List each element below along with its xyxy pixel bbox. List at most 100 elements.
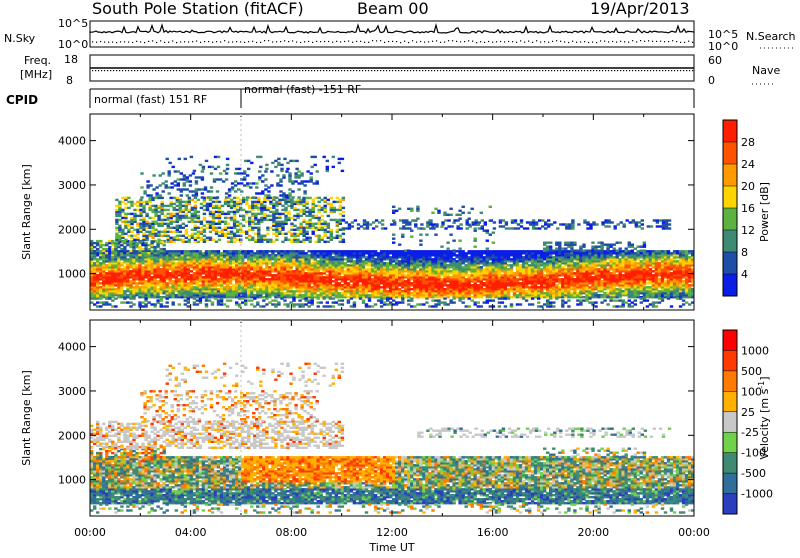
range-time-cell — [169, 250, 172, 252]
range-time-cell — [688, 250, 691, 252]
nave-point — [458, 70, 459, 71]
range-time-cell — [156, 288, 159, 290]
nave-point — [521, 70, 522, 71]
range-time-cell — [314, 250, 317, 252]
nsearch-point — [564, 41, 565, 42]
range-time-cell — [347, 296, 350, 298]
nave-point — [515, 70, 516, 71]
range-time-cell — [606, 268, 609, 270]
range-time-cell — [465, 278, 468, 280]
nave-point — [197, 70, 198, 71]
range-time-cell — [99, 256, 102, 258]
nsearch-point — [684, 42, 685, 43]
range-time-cell — [262, 268, 265, 270]
range-time-cell — [320, 272, 323, 274]
range-time-cell — [341, 276, 344, 278]
nave-point — [686, 70, 687, 71]
range-time-cell — [573, 272, 576, 274]
range-time-cell — [477, 284, 480, 286]
range-time-cell — [163, 305, 166, 307]
range-time-cell — [437, 250, 440, 252]
nsearch-point — [244, 42, 245, 43]
range-time-cell — [268, 266, 271, 268]
range-time-cell — [609, 272, 612, 274]
range-time-cell — [166, 301, 169, 303]
range-time-cell — [519, 250, 522, 252]
range-time-cell — [398, 260, 401, 262]
nave-point — [503, 70, 504, 71]
range-time-cell — [160, 303, 163, 305]
range-time-cell — [640, 260, 643, 262]
range-time-cell — [166, 305, 169, 307]
nsearch-point — [688, 41, 689, 42]
nsearch-point — [548, 42, 549, 43]
range-time-cell — [190, 270, 193, 272]
range-time-cell — [410, 288, 413, 290]
nsearch-point — [396, 41, 397, 42]
nave-point — [332, 70, 333, 71]
range-time-cell — [443, 250, 446, 252]
range-time-cell — [462, 250, 465, 252]
nsearch-point — [92, 41, 93, 42]
nave-point — [437, 70, 438, 71]
range-time-cell — [96, 305, 99, 307]
nsearch-point — [120, 41, 121, 42]
range-time-cell — [522, 250, 525, 252]
nsearch-point — [340, 41, 341, 42]
nave-point — [347, 70, 348, 71]
range-time-cell — [564, 268, 567, 270]
range-time-cell — [163, 296, 166, 298]
nave-point — [215, 70, 216, 71]
nave-point — [104, 70, 105, 71]
range-time-cell — [326, 274, 329, 276]
range-time-cell — [383, 250, 386, 252]
range-time-cell — [262, 296, 265, 298]
range-time-cell — [241, 250, 244, 252]
range-time-cell — [537, 250, 540, 252]
range-time-cell — [129, 305, 132, 307]
range-time-cell — [220, 252, 223, 254]
nave-point — [434, 70, 435, 71]
range-time-cell — [371, 250, 374, 252]
nsearch-point — [332, 42, 333, 43]
nave-point — [122, 70, 123, 71]
nave-point — [152, 70, 153, 71]
nsearch-point — [344, 41, 345, 42]
nave-point — [551, 70, 552, 71]
nsearch-point — [300, 42, 301, 43]
nave-point — [536, 70, 537, 71]
range-time-cell — [202, 276, 205, 278]
nsearch-point — [116, 42, 117, 43]
nave-point — [95, 70, 96, 71]
range-time-cell — [289, 250, 292, 252]
nave-point — [584, 70, 585, 71]
nsearch-point — [472, 41, 473, 42]
nave-point — [530, 70, 531, 71]
nave-point — [554, 70, 555, 71]
range-time-cell — [166, 297, 169, 299]
nsearch-point — [660, 41, 661, 42]
range-time-cell — [416, 250, 419, 252]
nsearch-point — [576, 42, 577, 43]
range-time-cell — [410, 250, 413, 252]
nave-point — [209, 70, 210, 71]
nsearch-point — [652, 41, 653, 42]
nsearch-point — [328, 41, 329, 42]
range-time-cell — [600, 294, 603, 296]
range-time-cell — [688, 284, 691, 286]
nave-point — [140, 70, 141, 71]
range-time-cell — [673, 250, 676, 252]
range-time-cell — [114, 305, 117, 307]
nave-point — [389, 70, 390, 71]
nave-point — [365, 70, 366, 71]
range-time-cell — [543, 292, 546, 294]
nsearch-point — [128, 41, 129, 42]
nave-point — [230, 70, 231, 71]
range-time-cell — [169, 286, 172, 288]
nave-point — [677, 70, 678, 71]
range-time-cell — [380, 286, 383, 288]
nsearch-point — [288, 41, 289, 42]
nave-point — [428, 70, 429, 71]
range-time-cell — [247, 250, 250, 252]
range-time-cell — [434, 250, 437, 252]
